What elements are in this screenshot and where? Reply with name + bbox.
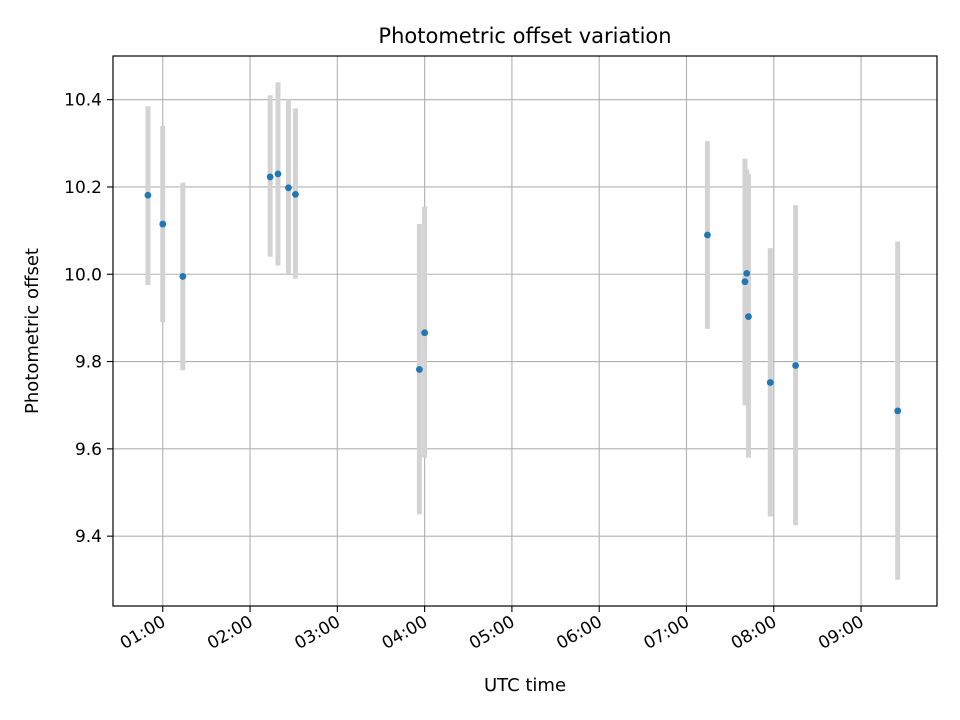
data-point <box>159 220 167 228</box>
data-point <box>266 173 274 181</box>
data-point <box>743 269 751 277</box>
data-point <box>285 184 292 192</box>
plot-frame <box>112 55 938 607</box>
y-tick-label: 9.4 <box>75 527 102 547</box>
grid <box>113 56 937 606</box>
data-point <box>704 231 711 239</box>
chart-title: Photometric offset variation <box>378 24 671 48</box>
data-point <box>766 379 774 386</box>
y-tick-label: 10.2 <box>64 178 102 198</box>
y-tick-label: 10.4 <box>64 91 102 111</box>
y-tick-label: 9.6 <box>75 440 102 460</box>
x-axis-label: UTC time <box>484 675 566 696</box>
data-point <box>415 366 423 373</box>
y-tick-label: 9.8 <box>75 353 102 373</box>
data-points <box>144 170 902 415</box>
data-point <box>745 313 752 320</box>
data-point <box>274 170 282 178</box>
data-point <box>741 278 749 286</box>
data-point <box>292 190 299 198</box>
data-point <box>144 191 152 199</box>
y-axis-label: Photometric offset <box>22 248 43 414</box>
y-axis: 9.4 9.6 9.8 10.0 10.2 10.4 <box>64 91 113 547</box>
data-point <box>421 329 429 337</box>
data-point <box>894 407 902 415</box>
data-point <box>179 273 187 280</box>
data-point <box>792 362 799 369</box>
y-tick-label: 10.0 <box>64 265 102 285</box>
